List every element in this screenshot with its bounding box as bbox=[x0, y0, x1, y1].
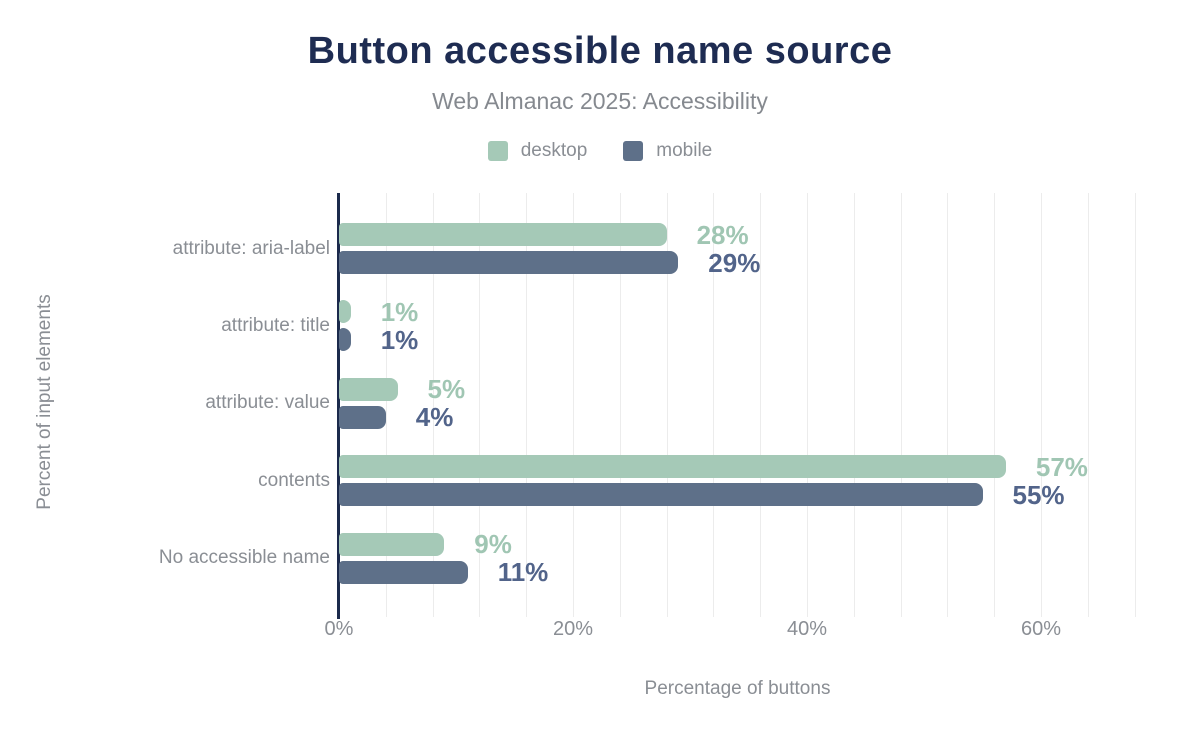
category-label: attribute: title bbox=[221, 314, 330, 336]
bar-desktop bbox=[339, 532, 445, 556]
gridline bbox=[666, 193, 668, 617]
bar-value-mobile: 11% bbox=[497, 557, 549, 588]
plot-area: 28% 29% 1% 1% 5% 4% 57% 55% 9% 11% bbox=[337, 193, 1136, 619]
x-tick-label: 60% bbox=[1020, 618, 1062, 640]
y-axis-line bbox=[337, 193, 340, 619]
x-tick-label: 40% bbox=[786, 618, 828, 640]
gridline bbox=[900, 193, 902, 617]
bar-mobile bbox=[339, 328, 351, 352]
legend-swatch-desktop bbox=[487, 141, 508, 161]
gridline bbox=[760, 193, 762, 617]
legend: desktop mobile bbox=[0, 140, 1200, 162]
bar-desktop bbox=[339, 377, 398, 401]
bar-value-desktop: 28% bbox=[696, 219, 749, 250]
gridline bbox=[619, 193, 621, 617]
chart-subtitle: Web Almanac 2025: Accessibility bbox=[432, 88, 768, 114]
gridline bbox=[573, 193, 574, 617]
bar-value-mobile: 4% bbox=[415, 402, 454, 433]
legend-label: desktop bbox=[520, 140, 588, 161]
category-label: No accessible name bbox=[158, 547, 330, 569]
bar-value-mobile: 1% bbox=[380, 324, 419, 355]
x-tick-label: 0% bbox=[324, 618, 354, 640]
gridline bbox=[1087, 193, 1089, 617]
legend-swatch-mobile bbox=[623, 141, 644, 161]
category-label: attribute: aria-label bbox=[172, 237, 330, 259]
x-tick-label: 20% bbox=[552, 618, 594, 640]
gridline bbox=[947, 193, 949, 617]
gridline bbox=[1041, 193, 1042, 617]
gridline bbox=[713, 193, 715, 617]
bar-value-desktop: 1% bbox=[380, 296, 419, 327]
bar-value-desktop: 57% bbox=[1035, 451, 1088, 482]
legend-item-mobile[interactable]: mobile bbox=[623, 140, 712, 162]
bar-mobile bbox=[339, 405, 386, 429]
bar-mobile bbox=[339, 251, 679, 274]
bar-value-desktop: 9% bbox=[474, 529, 512, 560]
gridline bbox=[479, 193, 481, 617]
category-label: contents bbox=[258, 469, 330, 491]
gridline bbox=[526, 193, 528, 617]
chart-title: Button accessible name source bbox=[307, 30, 893, 72]
gridline bbox=[807, 193, 808, 617]
bar-desktop bbox=[339, 455, 1006, 479]
gridline bbox=[432, 193, 434, 617]
bar-mobile bbox=[339, 560, 468, 584]
bar-value-mobile: 55% bbox=[1012, 479, 1065, 510]
legend-item-desktop[interactable]: desktop bbox=[487, 140, 588, 162]
bar-desktop bbox=[339, 223, 667, 246]
bar-desktop bbox=[339, 300, 351, 324]
bar-mobile bbox=[339, 483, 983, 507]
gridline bbox=[994, 193, 996, 617]
gridline bbox=[1134, 193, 1136, 617]
x-axis-title: Percentage of buttons bbox=[644, 678, 831, 699]
y-axis-title: Percent of input elements bbox=[34, 293, 55, 510]
gridline bbox=[385, 193, 387, 617]
legend-label: mobile bbox=[656, 140, 713, 161]
bar-value-mobile: 29% bbox=[708, 247, 761, 278]
bar-value-desktop: 5% bbox=[427, 374, 466, 405]
category-label: attribute: value bbox=[205, 392, 330, 414]
gridline bbox=[853, 193, 855, 617]
